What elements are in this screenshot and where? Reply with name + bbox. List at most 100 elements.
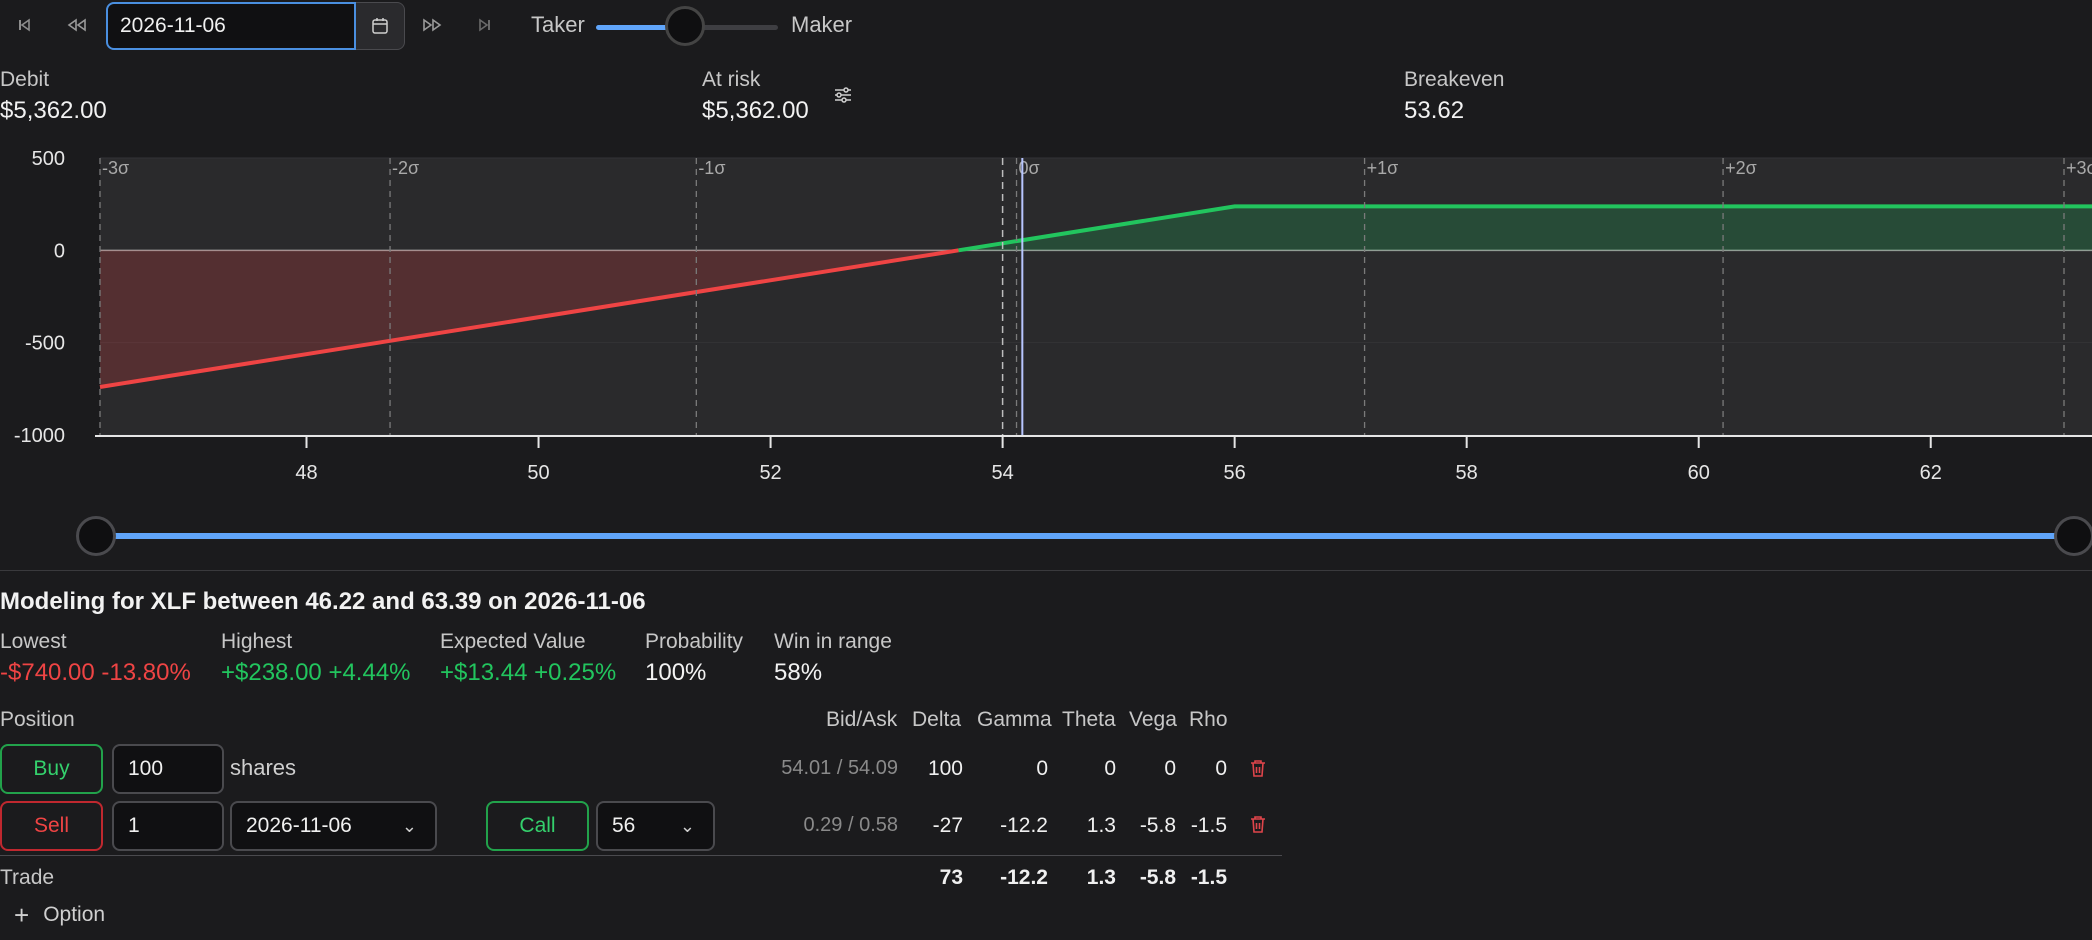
lowest-label: Lowest bbox=[0, 630, 67, 653]
plus-icon: + bbox=[14, 900, 30, 930]
delta-value: -27 bbox=[932, 814, 963, 837]
delete-stock-button[interactable] bbox=[1247, 757, 1269, 779]
bid-ask-value: 54.01 / 54.09 bbox=[781, 757, 898, 779]
expiry-select-value: 2026-11-06 bbox=[246, 814, 352, 837]
first-date-button[interactable] bbox=[7, 8, 41, 42]
breakeven-value: 53.62 bbox=[1404, 97, 1465, 124]
section-divider bbox=[0, 570, 2092, 571]
x-tick-label: 48 bbox=[295, 462, 317, 484]
sigma-label: -1σ bbox=[698, 158, 725, 178]
bid-ask-value: 0.29 / 0.58 bbox=[803, 814, 898, 836]
x-tick-label: 54 bbox=[991, 462, 1013, 484]
delta-header: Delta bbox=[912, 708, 962, 731]
y-tick-label: -1000 bbox=[14, 425, 65, 447]
x-tick-label: 52 bbox=[759, 462, 781, 484]
probability-value: 100% bbox=[645, 659, 707, 686]
fast-forward-icon bbox=[423, 18, 442, 32]
rho-header: Rho bbox=[1189, 708, 1228, 731]
sigma-label: -2σ bbox=[392, 158, 419, 178]
sigma-label: +3σ bbox=[2066, 158, 2092, 178]
add-option-label: Option bbox=[43, 903, 106, 926]
chart-y-ticks: 500 0 -500 -1000 bbox=[14, 148, 65, 447]
y-tick-label: 0 bbox=[54, 240, 65, 262]
win-in-range-value: 58% bbox=[774, 659, 823, 686]
at-risk-label: At risk bbox=[702, 68, 761, 91]
debit-value: $5,362.00 bbox=[0, 97, 107, 124]
lowest-value: -$740.00 -13.80% bbox=[0, 659, 191, 686]
skip-back-icon bbox=[19, 18, 30, 32]
vega-header: Vega bbox=[1129, 708, 1177, 731]
option-quantity-input[interactable]: 1 bbox=[112, 801, 224, 851]
expected-value-value: +$13.44 +0.25% bbox=[440, 659, 617, 686]
strike-select-value: 56 bbox=[612, 814, 636, 837]
win-in-range-label: Win in range bbox=[774, 630, 892, 653]
total-theta: 1.3 bbox=[1086, 866, 1116, 889]
buy-button[interactable]: Buy bbox=[0, 744, 103, 794]
sliders-icon bbox=[835, 87, 851, 103]
price-range-slider-track[interactable] bbox=[95, 533, 2075, 539]
total-delta: 73 bbox=[939, 866, 963, 889]
rewind-icon bbox=[67, 18, 86, 32]
calendar-button[interactable] bbox=[356, 2, 405, 50]
breakeven-label: Breakeven bbox=[1404, 68, 1505, 91]
gamma-header: Gamma bbox=[977, 708, 1052, 731]
probability-label: Probability bbox=[645, 630, 744, 653]
modeling-title: Modeling for XLF between 46.22 and 63.39… bbox=[0, 588, 646, 615]
x-tick-label: 56 bbox=[1224, 462, 1246, 484]
taker-maker-slider-track[interactable] bbox=[686, 25, 778, 30]
total-rho: -1.5 bbox=[1190, 866, 1227, 889]
chart-lines bbox=[99, 204, 2092, 389]
taker-maker-slider-fill bbox=[596, 25, 686, 30]
chevron-down-icon: ⌄ bbox=[679, 816, 695, 836]
chart-x-ticks: 48 50 52 54 56 58 60 62 bbox=[95, 435, 2092, 484]
taker-label: Taker bbox=[531, 12, 585, 37]
sigma-label: -3σ bbox=[102, 158, 129, 178]
add-option-button[interactable]: + Option bbox=[14, 900, 105, 930]
vega-value: -5.8 bbox=[1139, 814, 1176, 837]
shares-quantity-input[interactable]: 100 bbox=[112, 744, 224, 794]
total-vega: -5.8 bbox=[1139, 866, 1176, 889]
next-date-button[interactable] bbox=[415, 8, 449, 42]
expiry-select[interactable]: 2026-11-06 ⌄ bbox=[230, 801, 437, 851]
range-low-handle[interactable] bbox=[76, 516, 116, 556]
chart-sigma-lines: -3σ -2σ -1σ 0σ +1σ +2σ +3σ bbox=[99, 158, 2092, 435]
trash-icon bbox=[1251, 816, 1265, 833]
x-tick-label: 58 bbox=[1456, 462, 1478, 484]
chevron-down-icon: ⌄ bbox=[401, 816, 417, 836]
loss-line bbox=[99, 248, 959, 389]
range-high-handle[interactable] bbox=[2054, 516, 2092, 556]
skip-forward-icon bbox=[479, 18, 490, 32]
sell-button[interactable]: Sell bbox=[0, 801, 103, 851]
rho-value: -1.5 bbox=[1190, 814, 1227, 837]
table-divider bbox=[0, 855, 1282, 856]
risk-settings-button[interactable] bbox=[832, 84, 854, 106]
debit-label: Debit bbox=[0, 68, 50, 91]
date-input[interactable]: 2026-11-06 bbox=[106, 2, 356, 50]
last-date-button[interactable] bbox=[468, 8, 502, 42]
call-put-toggle[interactable]: Call bbox=[486, 801, 589, 851]
y-tick-label: -500 bbox=[25, 333, 65, 355]
profit-line bbox=[958, 204, 2092, 253]
theta-value: 0 bbox=[1104, 757, 1116, 780]
highest-label: Highest bbox=[221, 630, 293, 653]
trash-icon bbox=[1251, 760, 1265, 777]
previous-date-button[interactable] bbox=[60, 8, 94, 42]
bid-ask-header: Bid/Ask bbox=[826, 708, 898, 731]
x-tick-label: 60 bbox=[1688, 462, 1710, 484]
sigma-label: 0σ bbox=[1019, 158, 1040, 178]
payoff-chart[interactable]: -3σ -2σ -1σ 0σ +1σ +2σ +3σ 500 0 -500 -1000 48 50 5… bbox=[0, 140, 2092, 490]
sigma-label: +2σ bbox=[1725, 158, 1757, 178]
taker-maker-slider-handle[interactable] bbox=[665, 6, 705, 46]
expected-value-label: Expected Value bbox=[440, 630, 586, 653]
calendar-icon bbox=[372, 18, 388, 34]
gamma-value: -12.2 bbox=[1000, 814, 1048, 837]
chart-plot-area bbox=[100, 158, 2092, 435]
theta-value: 1.3 bbox=[1086, 814, 1116, 837]
theta-header: Theta bbox=[1062, 708, 1116, 731]
highest-value: +$238.00 +4.44% bbox=[221, 659, 411, 686]
x-tick-label: 50 bbox=[527, 462, 549, 484]
delete-option-button[interactable] bbox=[1247, 813, 1269, 835]
vega-value: 0 bbox=[1164, 757, 1176, 780]
strike-select[interactable]: 56 ⌄ bbox=[596, 801, 715, 851]
at-risk-value: $5,362.00 bbox=[702, 97, 809, 124]
